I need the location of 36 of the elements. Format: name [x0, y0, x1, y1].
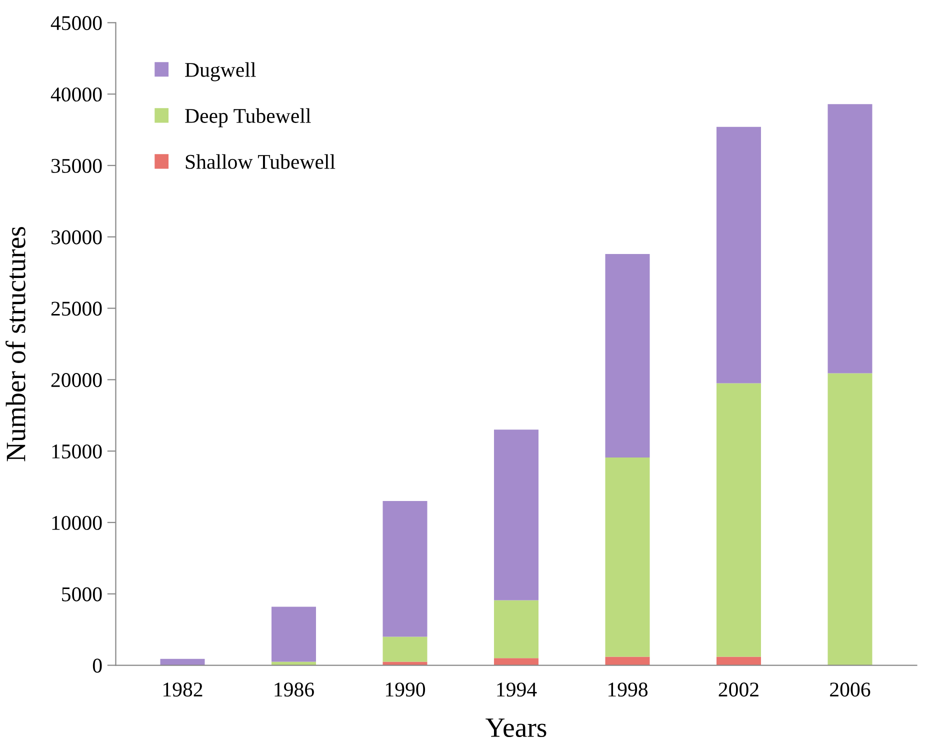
bar: [382, 501, 428, 637]
y-tick-label: 25000: [51, 302, 102, 316]
bar: [828, 104, 872, 374]
bar: [494, 430, 538, 600]
x-axis-title: Years: [486, 718, 546, 738]
bar: [605, 656, 650, 666]
bar: [494, 658, 538, 666]
y-axis-title: Number of structures: [6, 226, 26, 462]
y-tick-label: 0: [92, 658, 102, 673]
legend-label: Shallow Tubewell: [186, 154, 336, 169]
x-tick-label: 2006: [830, 682, 870, 697]
bar: [716, 383, 761, 657]
x-tick-label: 1994: [497, 682, 537, 697]
y-tick-label: 5000: [62, 587, 102, 602]
y-tick-label: 40000: [50, 87, 102, 102]
bar: [716, 126, 761, 384]
x-tick-label: 2002: [718, 682, 758, 697]
x-tick-label: 1998: [608, 682, 648, 697]
y-tick-label: 30000: [51, 230, 102, 244]
bar: [828, 373, 872, 666]
bar: [605, 458, 650, 657]
bar: [272, 606, 316, 662]
legend-label: Dugwell: [185, 62, 256, 82]
y-tick-label: 35000: [51, 158, 102, 173]
legend-label: Deep Tubewell: [185, 108, 311, 128]
y-tick-label: 15000: [52, 444, 102, 459]
bar: [716, 656, 761, 666]
y-tick-label: 20000: [51, 373, 102, 388]
bar: [382, 636, 428, 662]
y-tick-label: 10000: [52, 516, 102, 530]
y-tick-label: 45000: [50, 16, 102, 30]
bar: [494, 600, 538, 658]
x-tick-label: 1986: [274, 682, 314, 697]
bar: [605, 254, 650, 458]
x-tick-label: 1990: [386, 682, 426, 697]
x-tick-label: 1982: [164, 682, 202, 697]
